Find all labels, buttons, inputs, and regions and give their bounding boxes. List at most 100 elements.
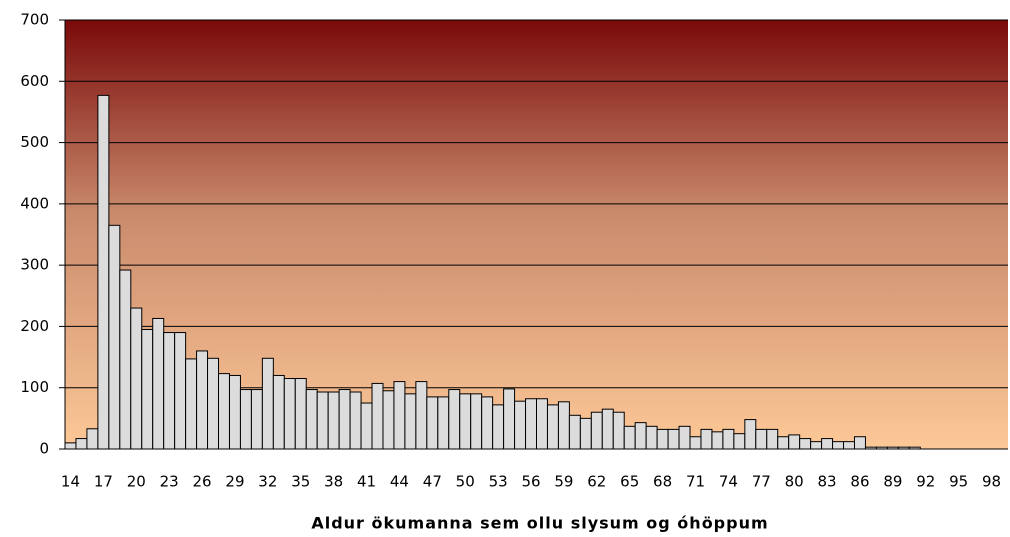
x-tick-label: 80: [785, 473, 804, 491]
y-tick-label: 700: [20, 11, 49, 29]
y-tick-label: 200: [20, 317, 49, 335]
bar: [864, 446, 877, 450]
bar: [711, 431, 724, 450]
bar: [590, 411, 603, 450]
bar: [525, 398, 538, 450]
x-tick-label: 77: [752, 473, 771, 491]
x-axis-title: Aldur ökumanna sem ollu slysum og óhöppu…: [311, 514, 768, 533]
bar: [437, 396, 450, 450]
x-tick-label: 14: [61, 473, 80, 491]
bar: [908, 446, 921, 450]
bar: [196, 350, 209, 450]
bar: [261, 357, 274, 450]
x-tick-label: 65: [620, 473, 639, 491]
bar: [283, 378, 296, 450]
bar: [426, 396, 439, 450]
bar: [415, 381, 428, 450]
x-tick-label: 44: [390, 473, 409, 491]
x-tick-label: 47: [423, 473, 442, 491]
bar: [744, 419, 757, 450]
bar: [886, 446, 899, 450]
bar: [634, 422, 647, 450]
bar: [733, 433, 746, 450]
bar: [766, 428, 779, 450]
x-tick-label: 62: [587, 473, 606, 491]
x-tick-label: 35: [291, 473, 310, 491]
bar: [382, 390, 395, 450]
bar: [557, 401, 570, 450]
bar: [755, 428, 768, 450]
y-tick-label: 500: [20, 133, 49, 151]
x-tick-label: 41: [357, 473, 376, 491]
bar: [821, 438, 834, 450]
x-tick-label: 53: [489, 473, 508, 491]
bar: [810, 441, 823, 450]
bar: [174, 332, 187, 450]
y-tick-label: 400: [20, 194, 49, 212]
bar: [514, 400, 527, 450]
bar: [689, 436, 702, 450]
x-tick-label: 32: [258, 473, 277, 491]
bar: [163, 332, 176, 450]
bar: [119, 269, 132, 450]
bar: [546, 404, 559, 450]
y-tick-label: 600: [20, 72, 49, 90]
x-tick-label: 74: [719, 473, 738, 491]
bar: [327, 391, 340, 450]
x-tick-label: 86: [850, 473, 869, 491]
bar: [832, 441, 845, 450]
bar: [645, 425, 658, 450]
bar: [152, 317, 165, 450]
bar: [612, 411, 625, 450]
y-tick-label: 0: [39, 440, 49, 458]
x-tick-label: 98: [982, 473, 1001, 491]
x-tick-label: 20: [127, 473, 146, 491]
bar: [481, 396, 494, 450]
bar: [601, 408, 614, 450]
bar: [250, 389, 263, 450]
bar: [536, 398, 548, 450]
x-tick-label: 71: [686, 473, 705, 491]
bar: [853, 436, 866, 450]
bar: [349, 391, 362, 450]
bar: [338, 389, 351, 450]
bar: [108, 224, 121, 450]
bar: [777, 436, 790, 450]
x-tick-label: 68: [653, 473, 672, 491]
bar: [448, 389, 461, 450]
bar: [141, 328, 154, 450]
bar: [294, 378, 307, 450]
bar: [897, 446, 910, 450]
x-tick-label: 29: [225, 473, 244, 491]
bar: [667, 428, 680, 450]
bar: [393, 381, 406, 450]
bar: [492, 404, 505, 450]
bar: [700, 428, 713, 450]
bar: [503, 388, 516, 450]
x-tick-label: 95: [949, 473, 968, 491]
x-tick-label: 50: [456, 473, 475, 491]
bar: [404, 393, 417, 450]
bar: [228, 374, 241, 450]
bar: [97, 94, 110, 450]
bar: [875, 446, 888, 450]
x-tick-label: 26: [193, 473, 212, 491]
x-tick-label: 59: [554, 473, 573, 491]
bar: [316, 391, 329, 450]
bar: [371, 382, 384, 450]
bar: [623, 425, 636, 450]
bar: [678, 425, 691, 450]
bar: [459, 393, 472, 450]
bar: [568, 414, 581, 450]
bar: [305, 389, 318, 450]
x-tick-label: 38: [324, 473, 343, 491]
bar: [843, 441, 855, 450]
bar: [799, 438, 812, 450]
x-tick-label: 89: [883, 473, 902, 491]
x-tick-label: 83: [818, 473, 837, 491]
bar: [86, 428, 99, 450]
bar: [360, 402, 373, 450]
x-tick-label: 23: [160, 473, 179, 491]
bar: [579, 417, 592, 450]
